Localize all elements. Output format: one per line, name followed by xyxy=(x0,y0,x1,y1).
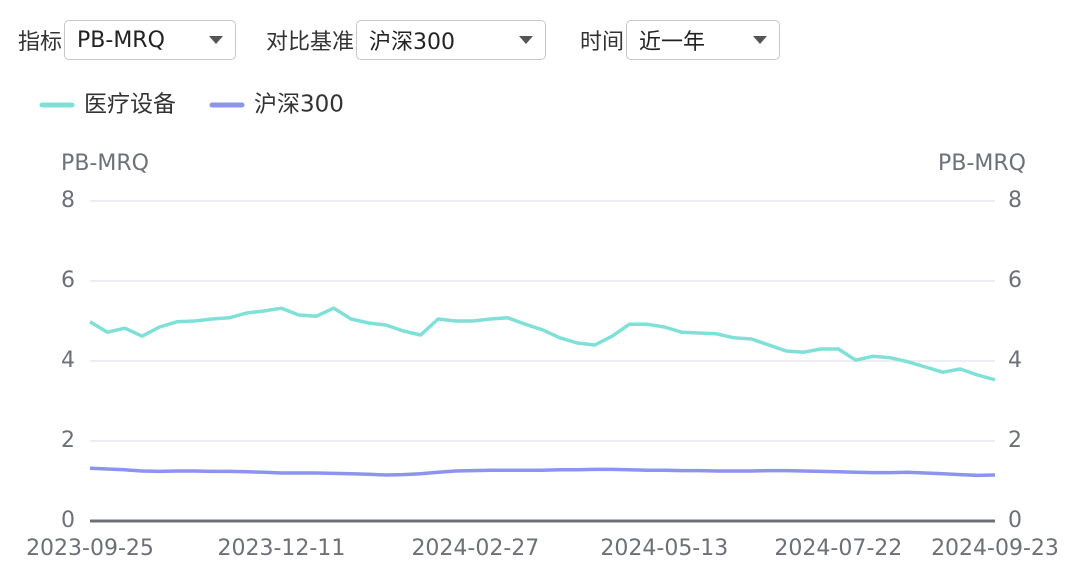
dropdown-arrow xyxy=(209,36,224,44)
y-axis-title: PB-MRQ xyxy=(61,151,149,176)
select-value: 沪深300 xyxy=(369,30,456,55)
y-tick-label: 2 xyxy=(61,428,75,453)
series-line xyxy=(89,306,996,382)
metric-control: 指标 PB-MRQ xyxy=(18,18,237,62)
benchmark-select[interactable]: 沪深300 xyxy=(356,20,547,60)
y-tick-label: 4 xyxy=(61,348,75,373)
y2-tick-label: 4 xyxy=(1008,348,1022,373)
legend-label[interactable]: 医疗设备 xyxy=(84,92,176,118)
y2-tick-label: 2 xyxy=(1008,428,1022,453)
y2-axis-title: PB-MRQ xyxy=(938,151,1026,176)
dropdown-arrow xyxy=(753,36,768,44)
control-label: 指标 xyxy=(18,30,63,55)
series-line xyxy=(89,466,996,478)
y-tick-label: 8 xyxy=(61,188,75,213)
y2-tick-label: 6 xyxy=(1008,268,1022,293)
x-tick-label: 2023-09-25 xyxy=(26,536,154,561)
benchmark-control: 对比基准 沪深300 xyxy=(266,18,547,62)
x-tick-label: 2024-02-27 xyxy=(411,536,539,561)
period-select[interactable]: 近一年 xyxy=(626,20,781,60)
select-value: PB-MRQ xyxy=(77,27,165,53)
y2-tick-label: 8 xyxy=(1008,188,1022,213)
y-tick-label: 6 xyxy=(61,268,75,293)
metric-select[interactable]: PB-MRQ xyxy=(64,20,237,60)
legend-label[interactable]: 沪深300 xyxy=(254,92,344,118)
x-tick-label: 2024-09-23 xyxy=(931,536,1059,561)
x-tick-label: 2023-12-11 xyxy=(218,536,346,561)
select-value: 近一年 xyxy=(639,30,706,55)
control-label: 时间 xyxy=(580,30,625,55)
period-control: 时间 近一年 xyxy=(580,18,781,62)
control-label: 对比基准 xyxy=(266,30,355,55)
y-tick-label: 0 xyxy=(61,508,75,533)
dropdown-arrow xyxy=(519,36,534,44)
y2-tick-label: 0 xyxy=(1008,508,1022,533)
x-tick-label: 2024-05-13 xyxy=(600,536,728,561)
x-tick-label: 2024-07-22 xyxy=(774,536,902,561)
